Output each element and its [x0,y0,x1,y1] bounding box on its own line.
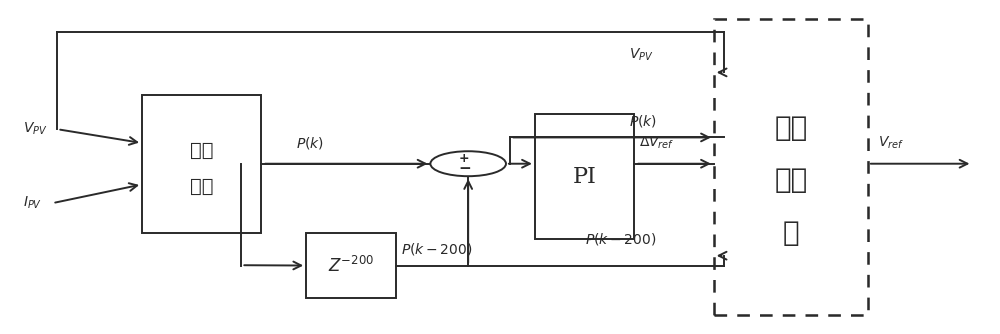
Bar [714,19,868,315]
Text: +: + [459,152,470,165]
Text: $P(k)$: $P(k)$ [629,113,657,129]
Text: 长算: 长算 [774,166,808,194]
Text: PI: PI [573,166,596,188]
Text: 变步: 变步 [774,114,808,142]
Text: $V_{ref}$: $V_{ref}$ [878,134,904,151]
Text: $V_{PV}$: $V_{PV}$ [629,46,654,62]
Text: 计算: 计算 [190,177,213,196]
Text: 法: 法 [783,219,799,247]
Text: $P(k-200)$: $P(k-200)$ [585,231,656,247]
Text: $I_{PV}$: $I_{PV}$ [23,195,42,211]
Text: $V_{PV}$: $V_{PV}$ [23,121,47,137]
Circle shape [430,151,506,176]
Text: 功率: 功率 [190,141,213,160]
Bar [535,115,634,239]
Bar [142,95,261,233]
Text: $P(k-200)$: $P(k-200)$ [401,241,472,257]
Text: $P(k)$: $P(k)$ [296,135,324,151]
Text: $Z^{-200}$: $Z^{-200}$ [328,256,374,276]
Text: −: − [458,161,471,176]
Text: $\Delta V_{ref}$: $\Delta V_{ref}$ [639,134,675,151]
Bar [306,233,396,298]
